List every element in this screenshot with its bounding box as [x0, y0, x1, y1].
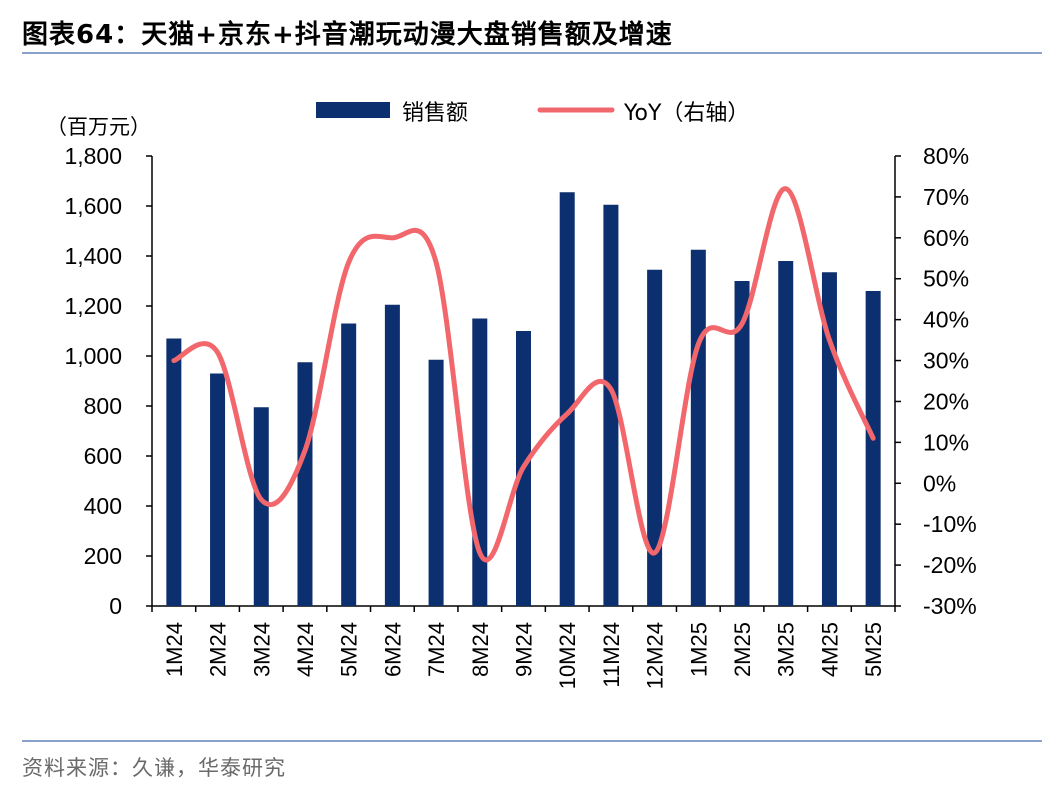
left-tick-label: 1,600 — [64, 193, 122, 219]
right-tick-label: -20% — [923, 552, 977, 578]
left-tick-label: 200 — [84, 543, 122, 569]
bar-7M24 — [428, 359, 444, 606]
right-tick-label: 60% — [923, 225, 969, 251]
right-tick-label: 0% — [923, 470, 956, 496]
bar-5M24 — [341, 323, 357, 606]
bar-6M24 — [384, 304, 400, 606]
x-tick-label: 9M24 — [512, 622, 537, 677]
bar-1M24 — [166, 338, 182, 606]
left-tick-label: 1,800 — [64, 143, 122, 169]
x-tick-label: 4M24 — [293, 622, 318, 677]
left-axis-unit: （百万元） — [46, 115, 151, 139]
bar-2M25 — [734, 281, 750, 606]
x-tick-label: 6M24 — [380, 622, 405, 677]
x-tick-label: 3M25 — [774, 622, 799, 677]
left-tick-label: 600 — [84, 443, 122, 469]
footer-divider — [22, 740, 1042, 742]
x-tick-label: 1M24 — [162, 622, 187, 677]
bar-2M24 — [210, 373, 226, 606]
x-tick-label: 10M24 — [555, 622, 580, 689]
x-tick-label: 7M24 — [424, 622, 449, 677]
source-note: 资料来源：久谦，华泰研究 — [22, 756, 286, 780]
bar-5M25 — [865, 291, 881, 606]
bar-4M24 — [297, 362, 313, 606]
legend-label-line: YoY（右轴） — [623, 101, 749, 126]
x-tick-label: 5M25 — [861, 622, 886, 677]
bar-12M24 — [647, 269, 663, 606]
left-tick-label: 400 — [84, 493, 122, 519]
combo-chart: 0 200 400 600 800 1,000 1,200 1,400 1,600 1,800 -3… — [46, 101, 977, 689]
chart-title: 天猫+京东+抖音潮玩动漫大盘销售额及增速 — [141, 20, 673, 50]
x-tick-label: 8M24 — [468, 622, 493, 677]
tick-labels-group: 0 200 400 600 800 1,000 1,200 1,400 1,600 1,800 -3… — [64, 143, 976, 689]
x-tick-label: 5M24 — [337, 622, 362, 677]
right-tick-label: 40% — [923, 307, 969, 333]
left-tick-label: 1,200 — [64, 293, 122, 319]
bar-11M24 — [603, 204, 619, 606]
bar-series-group — [166, 192, 881, 606]
x-tick-label: 4M25 — [817, 622, 842, 677]
right-tick-label: -30% — [923, 593, 977, 619]
x-tick-label: 11M24 — [599, 622, 624, 688]
legend-swatch-bar — [316, 102, 390, 118]
left-tick-label: 1,000 — [64, 343, 122, 369]
left-tick-label: 0 — [109, 593, 122, 619]
x-tick-label: 2M24 — [206, 622, 231, 677]
bar-3M24 — [253, 407, 269, 606]
x-tick-label: 1M25 — [686, 622, 711, 677]
figure-title: 图表64：天猫+京东+抖音潮玩动漫大盘销售额及增速 — [22, 14, 673, 51]
x-tick-label: 2M25 — [730, 622, 755, 677]
title-divider — [22, 52, 1042, 54]
left-tick-label: 1,400 — [64, 243, 122, 269]
line-series-group — [171, 186, 876, 563]
right-tick-label: 10% — [923, 429, 969, 455]
legend-label-bar: 销售额 — [402, 101, 468, 126]
right-tick-label: 30% — [923, 348, 969, 374]
bar-3M25 — [778, 261, 794, 606]
bar-1M25 — [690, 249, 706, 606]
right-tick-label: 70% — [923, 184, 969, 210]
left-tick-label: 800 — [84, 393, 122, 419]
bar-8M24 — [472, 318, 488, 606]
right-tick-label: 80% — [923, 143, 969, 169]
right-tick-label: 20% — [923, 388, 969, 414]
x-tick-label: 12M24 — [643, 622, 668, 689]
legend: 销售额 YoY（右轴） — [316, 101, 749, 126]
x-tick-label: 3M24 — [249, 622, 274, 677]
right-tick-label: 50% — [923, 266, 969, 292]
right-tick-label: -10% — [923, 511, 977, 537]
bar-10M24 — [559, 192, 575, 606]
figure-label: 图表64： — [22, 20, 142, 50]
